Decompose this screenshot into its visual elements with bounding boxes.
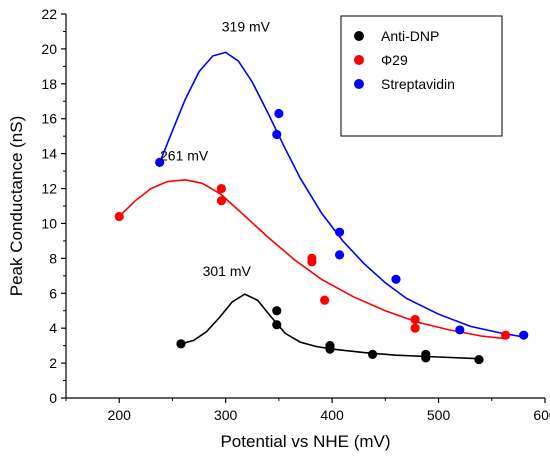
y-tick-label: 8 (49, 250, 57, 266)
data-point (176, 339, 186, 349)
data-point (474, 355, 484, 365)
data-point (325, 344, 335, 354)
data-point (410, 323, 420, 333)
data-point (367, 349, 378, 359)
fit-curve-2 (158, 51, 524, 338)
y-tick-label: 12 (41, 181, 57, 197)
y-tick-label: 22 (41, 6, 57, 22)
peak-annotation: 319 mV (222, 18, 271, 34)
x-tick-label: 500 (427, 407, 451, 423)
y-tick-label: 20 (41, 41, 57, 57)
legend-marker (354, 31, 364, 41)
data-point (421, 353, 431, 363)
peak-annotation: 301 mV (203, 263, 252, 279)
legend-box (340, 15, 503, 137)
fit-curve-1 (118, 178, 506, 340)
data-point (114, 211, 124, 222)
data-point (307, 257, 317, 267)
data-point (272, 129, 282, 140)
data-points (114, 108, 529, 365)
axes: 0 2 4 6 8 10 12 14 16 18 20 22 200 300 400 500 600 (41, 6, 550, 423)
x-tick-label: 400 (320, 407, 344, 423)
y-tick-label: 6 (49, 285, 57, 301)
legend-label: Φ29 (381, 52, 408, 68)
y-axis-title: Peak Conductance (nS) (7, 116, 26, 297)
peak-annotations: 301 mV 261 mV 319 mV (160, 18, 271, 278)
data-point (501, 330, 511, 340)
legend-label: Streptavidin (381, 76, 455, 92)
data-point (272, 306, 282, 316)
data-point (334, 227, 345, 237)
y-tick-label: 4 (49, 320, 57, 336)
data-point (216, 183, 227, 194)
y-tick-label: 2 (49, 355, 57, 371)
x-tick-label: 600 (533, 407, 550, 423)
data-point (216, 196, 227, 206)
x-tick-label: 300 (214, 407, 238, 423)
peak-annotation: 261 mV (160, 148, 209, 164)
y-tick-label: 10 (41, 215, 57, 231)
data-point (455, 325, 465, 335)
legend-marker (354, 55, 364, 65)
data-point (155, 157, 165, 167)
y-tick-label: 14 (41, 146, 57, 162)
legend-marker (354, 79, 364, 89)
data-point (334, 250, 345, 260)
x-axis-title: Potential vs NHE (mV) (220, 432, 390, 451)
x-tick-label: 200 (108, 407, 132, 423)
y-tick-label: 16 (41, 111, 57, 127)
y-tick-label: 0 (49, 390, 57, 406)
legend-label: Anti-DNP (381, 28, 439, 44)
data-point (272, 320, 282, 330)
data-point (320, 295, 330, 305)
data-point (391, 274, 401, 284)
data-point (274, 108, 284, 119)
y-tick-label: 18 (41, 76, 57, 92)
data-point (410, 314, 420, 325)
data-point (519, 330, 529, 340)
legend: Anti-DNP Φ29 Streptavidin (340, 15, 503, 137)
